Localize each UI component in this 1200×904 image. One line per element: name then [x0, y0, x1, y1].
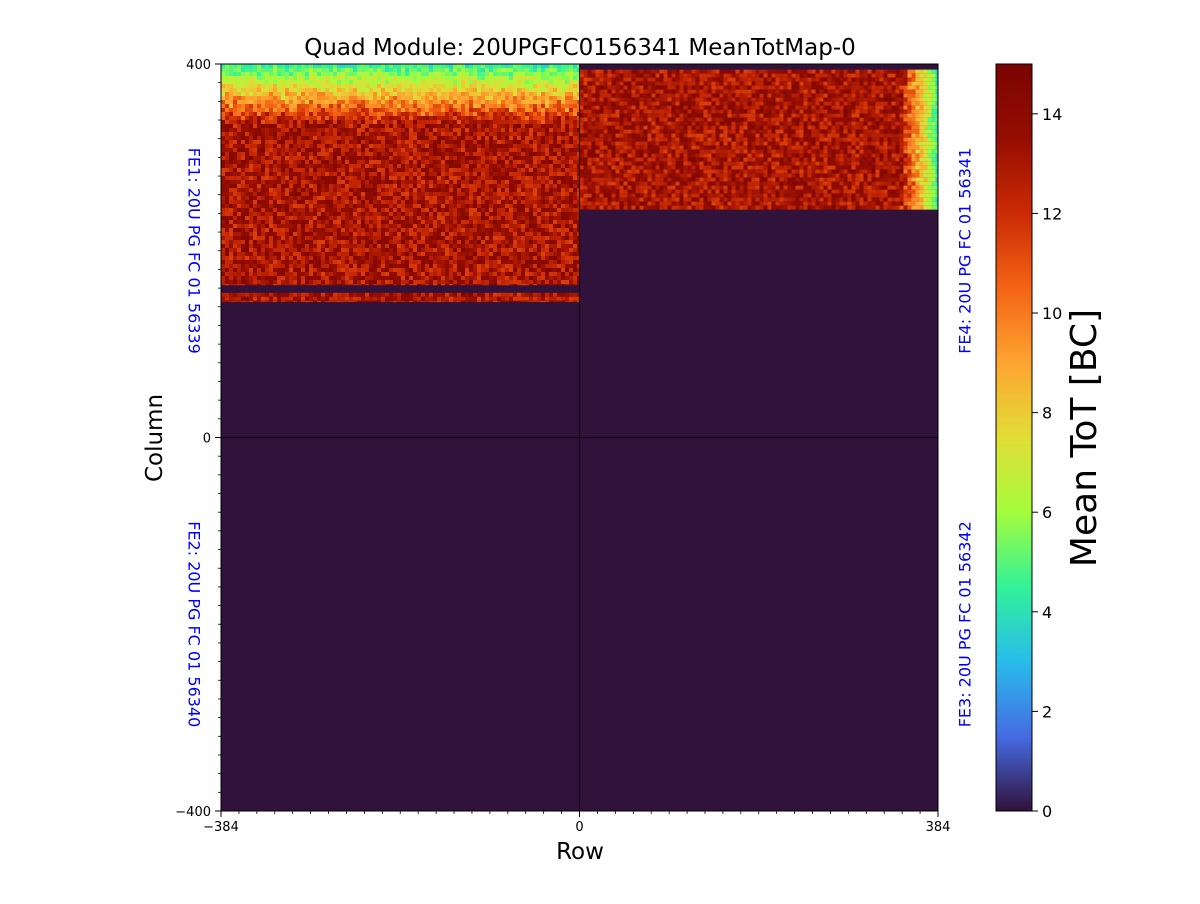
fe-label-fe4: FE4: 20U PG FC 01 56341 [956, 148, 975, 354]
fe-label-fe2: FE2: 20U PG FC 01 56340 [185, 521, 204, 727]
colorbar-tick-label: 6 [1042, 503, 1052, 522]
y-tick-label: 0 [203, 432, 211, 447]
x-tick-label: −384 [203, 820, 239, 835]
x-tick-label: 384 [926, 820, 951, 835]
chart-title: Quad Module: 20UPGFC0156341 MeanTotMap-0 [304, 35, 856, 61]
colorbar-tick-label: 12 [1042, 204, 1062, 223]
fe-label-fe1: FE1: 20U PG FC 01 56339 [185, 148, 204, 354]
x-axis-label: Row [556, 839, 604, 865]
y-tick-label: −400 [175, 805, 211, 820]
x-tick-label: 0 [575, 820, 583, 835]
fe-label-fe3: FE3: 20U PG FC 01 56342 [956, 521, 975, 727]
colorbar-tick-label: 2 [1042, 702, 1052, 721]
y-axis-label: Column [142, 394, 168, 482]
heatmap-region-fe1-strip [221, 293, 580, 302]
colorbar-tick-label: 14 [1042, 105, 1062, 124]
colorbar [996, 64, 1032, 811]
colorbar-tick-label: 0 [1042, 802, 1052, 821]
y-tick-label: 400 [186, 58, 211, 73]
heatmap-region-fe1 [221, 64, 580, 285]
colorbar-tick-label: 8 [1042, 404, 1052, 423]
colorbar-tick-label: 10 [1042, 304, 1062, 323]
heatmap-region-fe4 [580, 70, 939, 210]
colorbar-tick-label: 4 [1042, 603, 1052, 622]
colorbar-label: Mean ToT [BC] [1064, 309, 1105, 567]
